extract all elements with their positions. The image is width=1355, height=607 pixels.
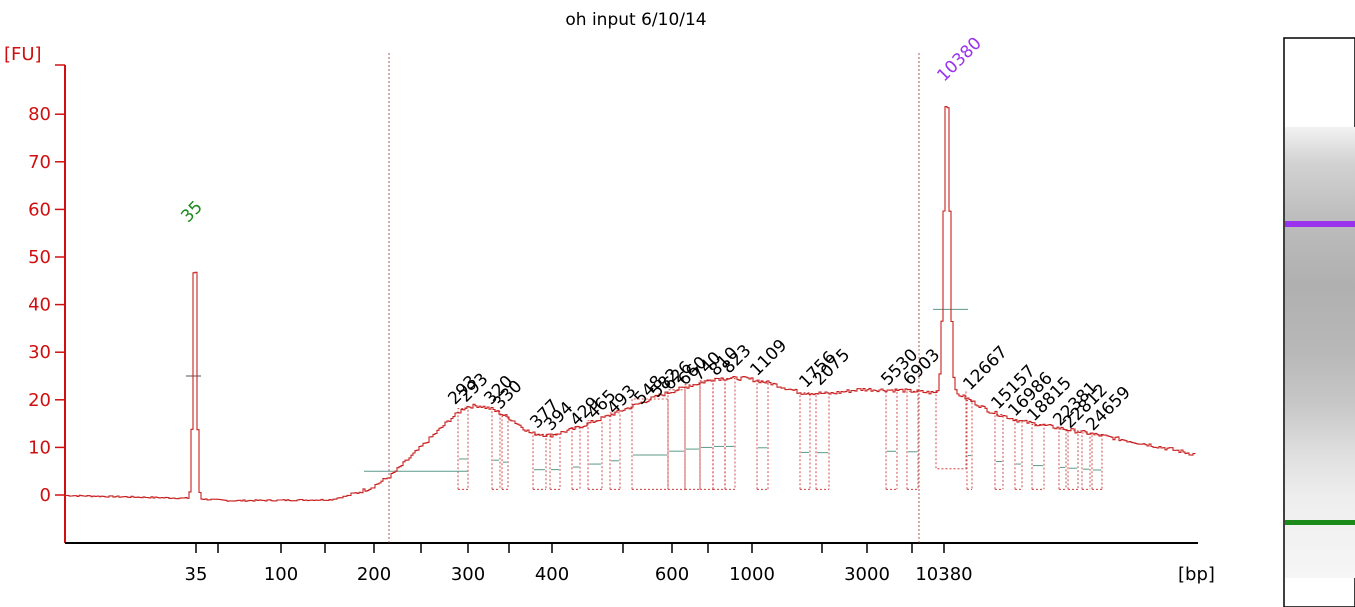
peak-bin xyxy=(966,399,973,490)
peak-bin xyxy=(532,433,547,490)
x-tick-label: 200 xyxy=(357,564,391,585)
x-tick-label: 100 xyxy=(264,564,298,585)
peak-bin xyxy=(712,377,726,490)
peak-bin xyxy=(906,390,919,490)
gel-smear xyxy=(1285,127,1355,578)
peak-bin xyxy=(609,412,621,490)
x-tick-label: 1000 xyxy=(729,564,775,585)
peak-bin xyxy=(756,381,769,490)
axes: 0 10 20 30 40 50 60 70 80 35 100 200 300 400 600 1000 30… xyxy=(28,64,1198,585)
peak-bin xyxy=(1031,424,1045,490)
y-tick-label: 60 xyxy=(28,199,51,220)
peak-bin xyxy=(1091,434,1103,490)
peak-bin xyxy=(699,380,714,490)
peak-bin xyxy=(491,411,501,490)
lower-marker-band xyxy=(1285,520,1355,525)
x-tick-label: 35 xyxy=(185,564,208,585)
region-guides xyxy=(388,53,920,543)
peak-bin xyxy=(994,414,1004,490)
y-tick-label: 80 xyxy=(28,104,51,125)
y-tick-label: 30 xyxy=(28,342,51,363)
fluorescence-trace xyxy=(64,105,1196,502)
peak-labels: 3510380293293320330377394429465493548582… xyxy=(177,34,1134,435)
y-tick-label: 50 xyxy=(28,247,51,268)
lower-marker-label: 35 xyxy=(177,197,206,226)
peak-bin xyxy=(631,398,669,490)
peak-bin xyxy=(1067,430,1079,490)
gel-lane xyxy=(1283,37,1355,607)
peak-bin xyxy=(667,389,686,490)
marker-bin xyxy=(935,390,967,470)
x-tick-label: 400 xyxy=(535,564,569,585)
upper-marker-band xyxy=(1285,221,1355,227)
peak-bin xyxy=(799,392,811,490)
chart-title: oh input 6/10/14 xyxy=(565,10,706,30)
peak-bin xyxy=(684,384,701,490)
peak-bin xyxy=(457,408,469,490)
y-tick-label: 20 xyxy=(28,390,51,411)
y-tick-label: 70 xyxy=(28,152,51,173)
x-tick-label: 3000 xyxy=(844,564,890,585)
peak-bin xyxy=(724,377,736,490)
x-tick-label: 10380 xyxy=(915,564,972,585)
peak-bin xyxy=(815,392,830,490)
x-axis-label: [bp] xyxy=(1178,564,1215,585)
peak-bin xyxy=(501,415,509,490)
y-axis-label: [FU] xyxy=(4,44,42,65)
y-tick-label: 0 xyxy=(40,485,51,506)
peak-bin xyxy=(885,389,898,490)
peak-bin xyxy=(571,427,581,490)
peak-bin xyxy=(1014,420,1023,490)
x-tick-label: 300 xyxy=(451,564,485,585)
peak-bin xyxy=(1081,432,1091,490)
upper-marker-label: 10380 xyxy=(933,34,985,86)
x-tick-label: 600 xyxy=(655,564,689,585)
peak-label: 1109 xyxy=(746,336,791,381)
y-tick-label: 10 xyxy=(28,437,51,458)
peak-bin xyxy=(549,433,561,490)
peak-bin xyxy=(587,420,603,490)
peak-bin xyxy=(1058,428,1067,490)
y-tick-label: 40 xyxy=(28,295,51,316)
